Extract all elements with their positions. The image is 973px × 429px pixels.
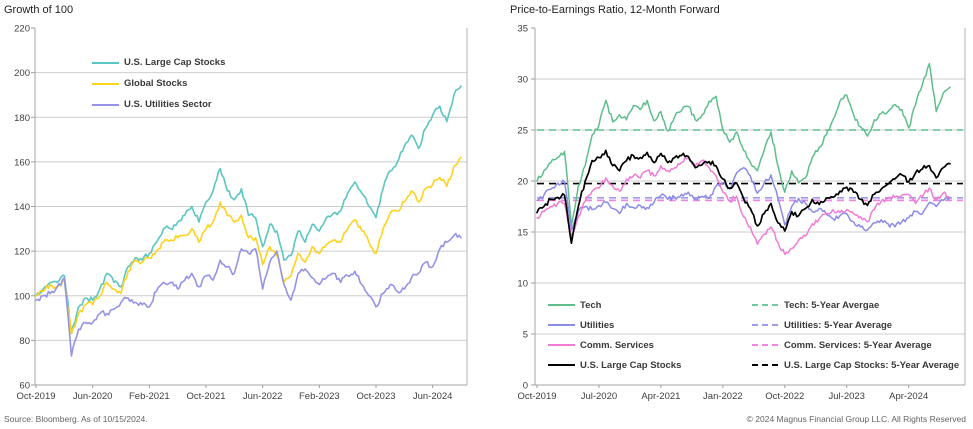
y-axis-tick-label: 25 <box>517 126 528 137</box>
x-axis-tick-label: Jul-2023 <box>829 391 865 402</box>
legend-label: Tech <box>580 299 602 311</box>
series-line-u-s-large-cap-stocks <box>536 149 951 245</box>
legend-label: Global Stocks <box>124 78 188 89</box>
legend-item-u-s-large-cap-stocks: U.S. Large Cap Stocks <box>548 355 681 375</box>
legend-label: U.S. Large Cap Stocks <box>124 57 226 68</box>
x-axis-tick-label: Oct-2023 <box>356 391 395 402</box>
series-line-comm-services <box>536 156 951 256</box>
x-axis-tick-label: Apr-2024 <box>889 391 928 402</box>
series-line-tech <box>536 62 951 227</box>
y-axis-tick-label: 80 <box>19 336 30 347</box>
legend-label: Utilities: 5-Year Average <box>784 319 893 331</box>
series-line-global-stocks <box>35 156 462 335</box>
y-axis-tick-label: 120 <box>14 247 30 258</box>
y-axis-tick-label: 15 <box>517 228 528 239</box>
x-axis-tick-label: Jun-2020 <box>73 391 113 402</box>
x-axis-tick-label: Apr-2021 <box>641 391 680 402</box>
legend-item-comm-services-5-year-average: Comm. Services: 5-Year Average <box>752 335 959 355</box>
x-axis-tick-label: Jun-2022 <box>243 391 283 402</box>
x-axis-tick-label: Feb-2021 <box>129 391 170 402</box>
x-axis-tick-label: Oct-2022 <box>765 391 804 402</box>
y-axis-tick-label: 200 <box>14 68 30 79</box>
legend-label: U.S. Large Cap Stocks: 5-Year Average <box>784 359 960 371</box>
y-axis-tick-label: 220 <box>14 24 30 35</box>
y-axis-tick-label: 20 <box>517 177 528 188</box>
x-axis-tick-label: Oct-2021 <box>186 391 225 402</box>
legend-label: Tech: 5-Year Avergae <box>784 299 880 311</box>
right-chart-legend-series: Tech Utilities Comm. Services U.S. Large Ca… <box>548 295 681 375</box>
y-axis-tick-label: 100 <box>14 291 30 302</box>
dashed-line-swatch-tech-5-year-avergae <box>752 304 779 306</box>
x-axis-tick-label: Jan-2022 <box>703 391 743 402</box>
legend-label: Comm. Services <box>580 339 654 351</box>
right-chart-legend-averages: Tech: 5-Year Avergae Utilities: 5-Year Av… <box>752 295 959 375</box>
x-axis-tick-label: Jun-2024 <box>413 391 453 402</box>
copyright-note: © 2024 Magnus Financial Group LLC. All R… <box>746 414 966 424</box>
x-axis-tick-label: Oct-2019 <box>16 391 55 402</box>
y-axis-tick-label: 60 <box>19 381 30 392</box>
legend-label: Comm. Services: 5-Year Average <box>784 339 932 351</box>
legend-item-tech-5-year-avergae: Tech: 5-Year Avergae <box>752 295 959 315</box>
legend-item-u-s-large-cap-stocks: U.S. Large Cap Stocks <box>92 52 225 73</box>
line-swatch-tech <box>548 304 575 306</box>
y-axis-tick-label: 5 <box>523 330 528 341</box>
legend-item-comm-services: Comm. Services <box>548 335 681 355</box>
line-swatch-global-stocks <box>92 82 119 85</box>
line-swatch-u-s-utilities-sector <box>92 103 119 106</box>
y-axis-tick-label: 180 <box>14 113 30 124</box>
dashed-line-swatch-u-s-large-cap-stocks-5-year-average <box>752 364 779 366</box>
legend-item-global-stocks: Global Stocks <box>92 73 225 94</box>
series-line-u-s-utilities-sector <box>35 232 462 357</box>
y-axis-tick-label: 35 <box>517 24 528 35</box>
legend-item-utilities: Utilities <box>548 315 681 335</box>
line-swatch-utilities <box>548 324 575 326</box>
legend-item-tech: Tech <box>548 295 681 315</box>
right-chart-title: Price-to-Earnings Ratio, 12-Month Forwar… <box>510 4 720 16</box>
line-swatch-u-s-large-cap-stocks <box>92 61 119 64</box>
source-note: Source: Bloomberg. As of 10/15/2024. <box>4 414 148 424</box>
left-chart-legend: U.S. Large Cap Stocks Global Stocks U.S. U… <box>92 52 225 115</box>
line-swatch-comm-services <box>548 344 575 346</box>
legend-item-utilities-5-year-average: Utilities: 5-Year Average <box>752 315 959 335</box>
legend-label: Utilities <box>580 319 615 331</box>
series-line-u-s-large-cap-stocks <box>35 85 462 333</box>
legend-item-u-s-large-cap-stocks-5-year-average: U.S. Large Cap Stocks: 5-Year Average <box>752 355 959 375</box>
legend-item-u-s-utilities-sector: U.S. Utilities Sector <box>92 94 225 115</box>
dashed-line-swatch-utilities-5-year-average <box>752 324 779 326</box>
dashed-line-swatch-comm-services-5-year-average <box>752 344 779 346</box>
x-axis-tick-label: Jul-2020 <box>581 391 617 402</box>
left-chart-title: Growth of 100 <box>4 4 74 16</box>
y-axis-tick-label: 160 <box>14 157 30 168</box>
y-axis-tick-label: 30 <box>517 75 528 86</box>
legend-label: U.S. Large Cap Stocks <box>580 359 682 371</box>
series-line-utilities <box>536 166 951 232</box>
legend-label: U.S. Utilities Sector <box>124 99 212 110</box>
x-axis-tick-label: Feb-2023 <box>299 391 340 402</box>
y-axis-tick-label: 140 <box>14 202 30 213</box>
line-swatch-u-s-large-cap-stocks <box>548 364 575 366</box>
y-axis-tick-label: 0 <box>523 381 528 392</box>
x-axis-tick-label: Oct-2019 <box>517 391 556 402</box>
y-axis-tick-label: 10 <box>517 279 528 290</box>
